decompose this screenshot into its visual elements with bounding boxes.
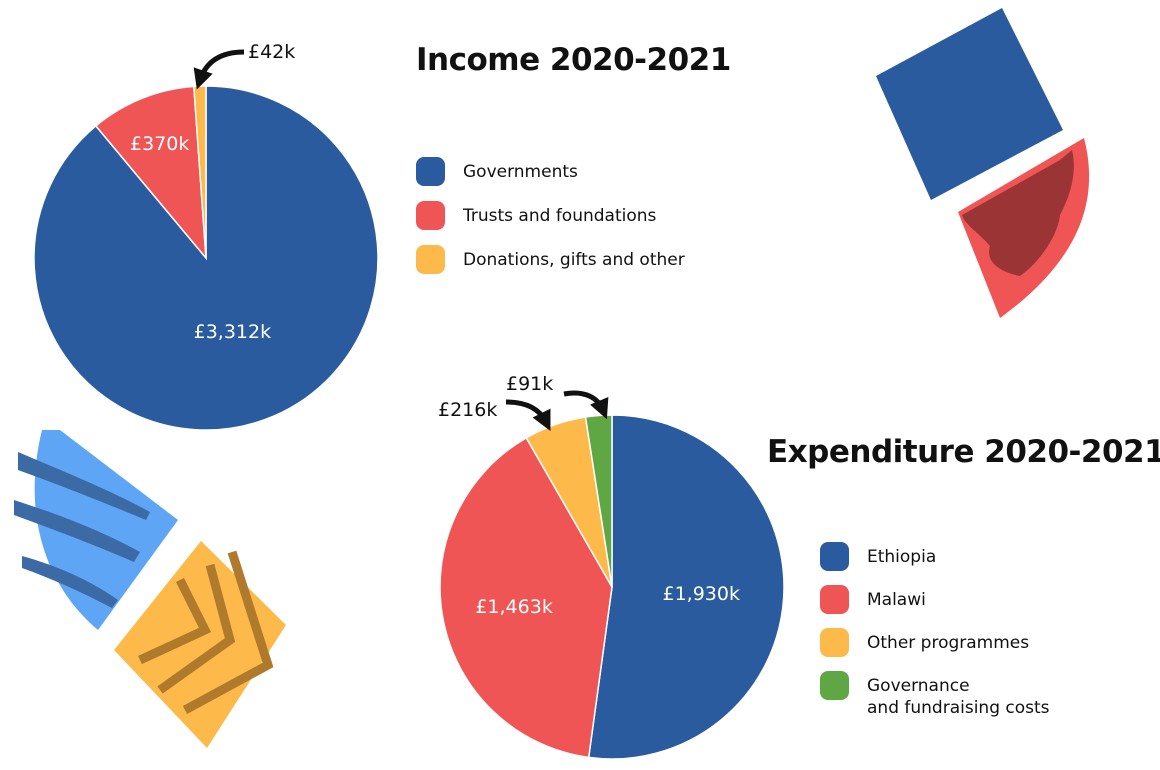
expenditure-pie-chart: £1,930k £1,463k xyxy=(439,414,785,760)
legend-item-malawi: Malawi xyxy=(820,585,1050,614)
legend-label-line-1: Governance xyxy=(867,676,970,696)
chevron-pattern-icon xyxy=(114,541,286,748)
pie-slice-governments xyxy=(33,85,379,431)
map-icon xyxy=(958,138,1090,318)
pie-slice-ethiopia xyxy=(587,414,785,760)
legend-swatch xyxy=(416,157,445,186)
fish-icon xyxy=(14,430,178,630)
legend-label-line-2: and fundraising costs xyxy=(867,698,1050,718)
legend-label: Trusts and foundations xyxy=(463,206,657,226)
pie-slice-label: £3,312k xyxy=(194,321,271,343)
legend-label: Donations, gifts and other xyxy=(463,250,685,270)
income-pie-chart: £3,312k £370k xyxy=(33,85,379,431)
pie-slice-label: £1,930k xyxy=(662,583,739,605)
pie-slice-trusts-and-foundations xyxy=(94,85,207,261)
income-legend: Governments Trusts and foundations Donat… xyxy=(416,157,685,293)
legend-item-governments: Governments xyxy=(416,157,685,186)
expenditure-callout-other-label: £216k xyxy=(438,399,497,421)
legend-swatch xyxy=(416,201,445,230)
legend-item-donations: Donations, gifts and other xyxy=(416,245,685,274)
expenditure-callouts: £216k £91k xyxy=(438,373,609,431)
pie-slice-label: £370k xyxy=(130,133,189,155)
legend-label: Governments xyxy=(463,162,578,182)
legend-swatch xyxy=(820,628,849,657)
income-chart-title: Income 2020-2021 xyxy=(416,42,731,78)
legend-label: Malawi xyxy=(867,590,926,610)
legend-swatch xyxy=(820,585,849,614)
legend-label: Ethiopia xyxy=(867,547,937,567)
legend-item-ethiopia: Ethiopia xyxy=(820,542,1050,571)
expenditure-callout-governance-label: £91k xyxy=(506,373,553,395)
legend-label: Other programmes xyxy=(867,633,1030,653)
legend-swatch xyxy=(820,671,849,700)
expenditure-chart-title: Expenditure 2020-2021 xyxy=(767,434,1160,470)
expenditure-legend: Ethiopia Malawi Other programmes Governa… xyxy=(820,542,1050,740)
legend-item-trusts: Trusts and foundations xyxy=(416,201,685,230)
pie-slice-malawi xyxy=(439,436,613,759)
legend-swatch xyxy=(820,542,849,571)
income-callout: £42k xyxy=(193,41,295,90)
pie-slice-label: £1,463k xyxy=(475,596,552,618)
diamond-icon xyxy=(876,8,1063,200)
legend-swatch xyxy=(416,245,445,274)
legend-item-other-programmes: Other programmes xyxy=(820,628,1050,657)
income-callout-label: £42k xyxy=(248,41,295,63)
legend-item-governance: Governance and fundraising costs xyxy=(820,671,1050,719)
